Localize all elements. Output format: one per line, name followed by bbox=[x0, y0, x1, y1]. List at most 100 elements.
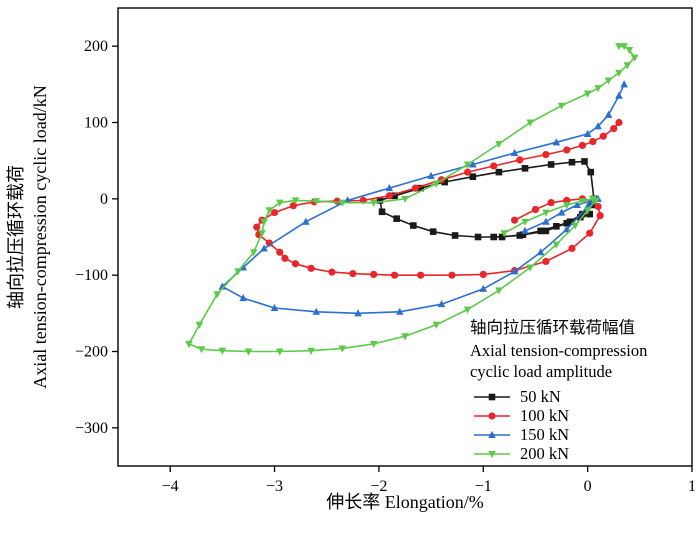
data-point bbox=[547, 199, 555, 207]
legend-label: 50 kN bbox=[520, 387, 561, 406]
data-point bbox=[244, 348, 253, 356]
data-point bbox=[542, 257, 550, 266]
data-point bbox=[417, 271, 425, 279]
data-point bbox=[586, 210, 594, 218]
data-point bbox=[276, 248, 284, 256]
data-point bbox=[393, 215, 400, 222]
plot-frame bbox=[117, 7, 693, 467]
data-point bbox=[490, 233, 498, 241]
data-point bbox=[516, 156, 524, 164]
data-point bbox=[369, 340, 378, 348]
data-point bbox=[479, 284, 488, 292]
data-point bbox=[417, 184, 424, 192]
y-tick-label: 200 bbox=[84, 38, 108, 55]
data-point bbox=[253, 223, 261, 231]
series-100-kn bbox=[253, 118, 623, 279]
data-point bbox=[291, 197, 300, 205]
y-tick-label: −100 bbox=[75, 267, 108, 284]
data-point bbox=[552, 241, 561, 249]
data-point bbox=[594, 202, 602, 211]
data-point bbox=[451, 232, 459, 239]
plot-series bbox=[185, 43, 639, 356]
y-axis-title-en: Axial tension-compression cyclic load/kN bbox=[30, 85, 50, 388]
x-tick-label: 0 bbox=[584, 478, 592, 495]
data-point bbox=[401, 195, 409, 203]
data-point bbox=[521, 226, 529, 234]
data-point bbox=[429, 228, 437, 235]
data-point bbox=[583, 90, 592, 98]
data-point bbox=[343, 196, 352, 204]
data-point bbox=[594, 122, 602, 130]
data-point bbox=[385, 184, 394, 192]
data-point bbox=[596, 212, 604, 220]
data-point bbox=[265, 207, 274, 215]
data-point bbox=[573, 200, 581, 208]
data-point bbox=[510, 267, 519, 275]
legend-title-cn: 轴向拉压循环载荷幅值 bbox=[470, 318, 635, 337]
series-200-kn bbox=[185, 43, 639, 356]
data-point bbox=[568, 244, 576, 253]
data-point bbox=[401, 333, 409, 341]
data-point bbox=[376, 197, 384, 204]
data-point bbox=[312, 198, 321, 206]
data-point bbox=[562, 225, 571, 233]
data-point bbox=[571, 222, 579, 230]
data-point bbox=[578, 141, 587, 149]
data-point bbox=[579, 210, 586, 218]
data-point bbox=[258, 230, 266, 238]
data-point bbox=[587, 168, 595, 176]
data-point bbox=[599, 132, 607, 140]
x-tick-label: 1 bbox=[688, 478, 696, 495]
data-point bbox=[589, 137, 597, 146]
data-point bbox=[469, 173, 477, 180]
legend-label: 150 kN bbox=[520, 425, 569, 444]
data-point bbox=[479, 270, 487, 279]
data-point bbox=[185, 340, 193, 348]
data-point bbox=[516, 232, 524, 239]
data-point bbox=[260, 244, 268, 252]
data-point bbox=[583, 207, 592, 215]
data-point bbox=[510, 148, 519, 157]
data-point bbox=[410, 222, 417, 229]
axis-ticks: −4 −3 −2 −1 0 1 200 100 0 −100 −200 −300 bbox=[75, 38, 696, 495]
data-point bbox=[464, 168, 472, 176]
legend-marker bbox=[488, 451, 496, 459]
data-point bbox=[495, 140, 503, 148]
legend-title-en-line1: Axial tension-compression bbox=[470, 341, 647, 360]
data-point bbox=[537, 227, 544, 235]
data-point bbox=[437, 300, 446, 308]
x-tick-label: −2 bbox=[370, 478, 387, 495]
data-point bbox=[234, 268, 242, 276]
legend-marker bbox=[488, 412, 496, 420]
data-point bbox=[441, 178, 448, 186]
data-point bbox=[378, 208, 386, 216]
legend-entry: 200 kN bbox=[474, 444, 569, 463]
data-point bbox=[578, 198, 587, 206]
legend-label: 100 kN bbox=[520, 406, 569, 425]
data-point bbox=[615, 69, 623, 77]
data-point bbox=[563, 219, 571, 227]
data-point bbox=[490, 162, 498, 170]
data-point bbox=[623, 62, 632, 70]
data-point bbox=[521, 218, 529, 226]
data-point bbox=[370, 270, 378, 279]
y-tick-label: 0 bbox=[100, 191, 108, 208]
data-point bbox=[557, 102, 566, 110]
data-point bbox=[260, 218, 268, 226]
data-point bbox=[583, 129, 592, 137]
data-point bbox=[463, 161, 472, 169]
data-point bbox=[411, 184, 420, 192]
data-point bbox=[542, 150, 550, 159]
data-point bbox=[495, 287, 503, 295]
legend-entry: 100 kN bbox=[474, 406, 569, 425]
data-point bbox=[307, 347, 315, 355]
data-point bbox=[552, 138, 561, 146]
data-point bbox=[594, 85, 602, 93]
data-point bbox=[427, 171, 435, 179]
data-point bbox=[395, 307, 404, 315]
data-point bbox=[510, 216, 519, 224]
data-point bbox=[338, 345, 347, 353]
x-tick-label: −4 bbox=[162, 478, 179, 495]
